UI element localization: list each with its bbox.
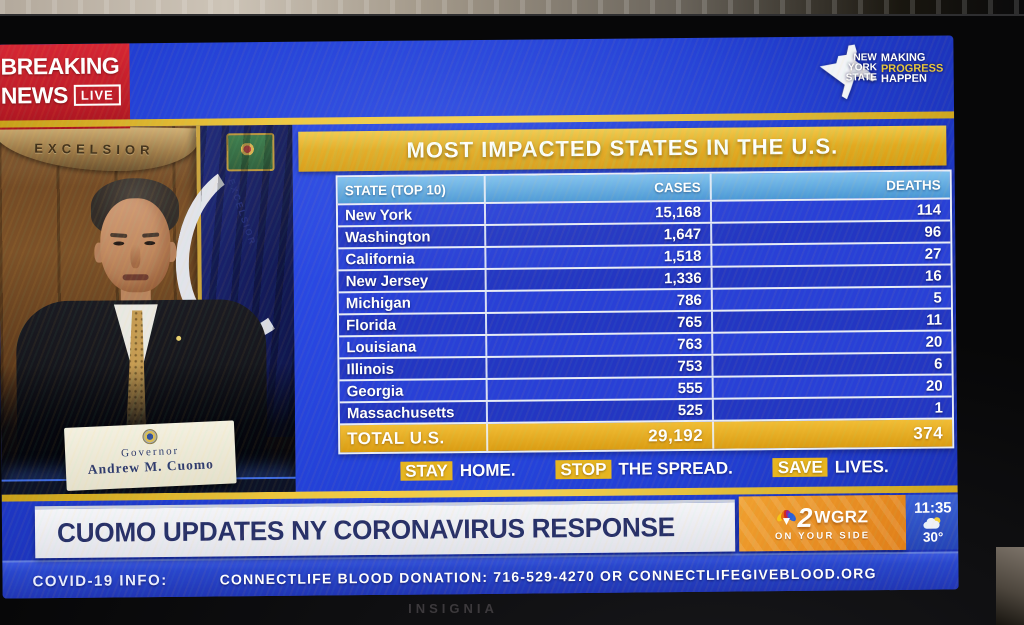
lower-third-headline: CUOMO UPDATES NY CORONAVIRUS RESPONSE <box>56 512 676 549</box>
tv-bezel: BREAKING NEWS LIVE NEW YORK STATE <box>0 14 1024 625</box>
header-state: STATE (TOP 10) <box>337 175 486 204</box>
cases-cell: 763 <box>487 333 714 356</box>
state-cell: Louisiana <box>339 335 488 358</box>
live-badge: LIVE <box>73 84 121 106</box>
nbc-peacock-icon <box>776 509 796 525</box>
deaths-cell: 11 <box>926 311 943 329</box>
deaths-cell: 5 <box>933 289 942 307</box>
slogan-save-lives: SAVE LIVES. <box>772 457 889 478</box>
table-total-row: TOTAL U.S. 29,192 374 <box>340 417 953 453</box>
state-cell: Michigan <box>338 291 487 314</box>
cases-cell: 525 <box>487 399 714 422</box>
deaths-cell: 96 <box>924 223 942 241</box>
tv-screen: BREAKING NEWS LIVE NEW YORK STATE <box>0 35 959 599</box>
ticker-label: COVID-19 INFO: <box>32 571 168 590</box>
state-cell: Massachusetts <box>339 401 489 424</box>
states-data-table: STATE (TOP 10) CASES DEATHS New York 15,… <box>335 169 955 455</box>
ticker-message: CONNECTLIFE BLOOD DONATION: 716-529-4270… <box>219 565 877 588</box>
news-label: NEWS <box>0 81 68 109</box>
news-ticker: COVID-19 INFO: CONNECTLIFE BLOOD DONATIO… <box>2 551 959 599</box>
tv-brand-label: INSIGNIA <box>408 601 498 616</box>
header-deaths: DEATHS <box>886 177 941 193</box>
room-background <box>0 0 1024 18</box>
flag-crest <box>226 132 275 172</box>
cases-cell: 15,168 <box>485 201 713 224</box>
total-deaths: 374 <box>913 423 944 443</box>
channel-number: 2 <box>797 502 813 533</box>
cases-cell: 765 <box>486 311 714 334</box>
clock-time: 11:35 <box>913 498 952 517</box>
temperature: 30° <box>922 529 944 545</box>
state-cell: New Jersey <box>338 269 487 292</box>
breaking-label: BREAKING <box>0 52 120 80</box>
lapel-pin <box>176 335 182 341</box>
cases-cell: 1,336 <box>486 267 713 290</box>
cases-cell: 753 <box>487 355 714 378</box>
slogan-stay-home: STAY HOME. <box>400 461 516 482</box>
state-cell: New York <box>337 203 487 226</box>
cases-cell: 1,647 <box>486 223 713 246</box>
deaths-cell: 6 <box>934 355 943 373</box>
deaths-cell: 114 <box>916 201 942 219</box>
total-label: TOTAL U.S. <box>340 423 489 453</box>
deaths-cell: 27 <box>924 245 942 263</box>
breaking-news-banner: BREAKING NEWS LIVE <box>0 43 131 130</box>
state-cell: Georgia <box>339 379 488 402</box>
nys-logo-tagline: MAKING PROGRESS HAPPEN <box>880 51 944 86</box>
state-cell: Florida <box>338 313 488 336</box>
wall-corner <box>996 547 1024 625</box>
slogan-stop-spread: STOP THE SPREAD. <box>555 459 733 481</box>
state-cell: Illinois <box>339 357 488 380</box>
gold-divider-top <box>0 111 955 128</box>
header-cases: CASES <box>485 173 712 202</box>
psa-slogans: STAY HOME. STOP THE SPREAD. SAVE LIVES. <box>338 452 950 486</box>
deaths-cell: 20 <box>925 377 943 395</box>
cases-cell: 555 <box>487 377 714 400</box>
partly-cloudy-icon <box>923 516 941 529</box>
lower-third-bar: CUOMO UPDATES NY CORONAVIRUS RESPONSE <box>34 499 736 559</box>
total-cases: 29,192 <box>488 421 715 451</box>
state-cell: Washington <box>338 225 487 248</box>
deaths-cell: 1 <box>934 399 943 417</box>
governor-nameplate: Governor Andrew M. Cuomo <box>63 420 237 491</box>
nys-logo: NEW YORK STATE MAKING PROGRESS HAPPEN <box>815 37 948 110</box>
time-weather-panel: 11:35 30° <box>905 494 959 550</box>
state-cell: California <box>338 247 487 270</box>
flag-ribbon-text: EXCELSIOR <box>226 177 258 248</box>
deaths-cell: 16 <box>924 267 942 285</box>
ny-state-shape-icon <box>819 44 877 100</box>
governor-video-inset: EXCELSIOR EXCELSIOR <box>0 124 296 495</box>
infographic-title: MOST IMPACTED STATES IN THE U.S. <box>298 125 947 172</box>
state-seal-icon <box>141 428 158 445</box>
cases-cell: 786 <box>486 289 713 312</box>
station-callsign: WGRZ <box>814 506 869 527</box>
station-tagline: ON YOUR SIDE <box>774 529 871 542</box>
nys-logo-state-text: NEW YORK STATE <box>845 52 878 84</box>
station-bug: 2 WGRZ ON YOUR SIDE <box>738 494 907 552</box>
cases-cell: 1,518 <box>486 245 713 268</box>
deaths-cell: 20 <box>925 333 943 351</box>
